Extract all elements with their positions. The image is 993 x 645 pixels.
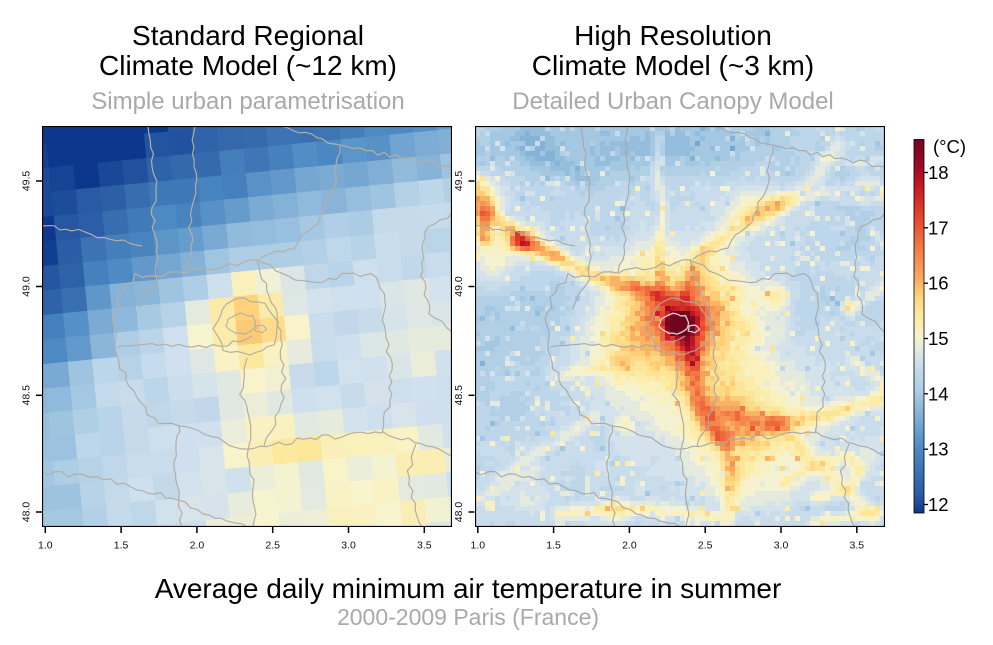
svg-text:17: 17 — [928, 217, 949, 238]
svg-text:2.5: 2.5 — [265, 540, 280, 552]
svg-text:18: 18 — [928, 162, 949, 183]
svg-text:2.0: 2.0 — [622, 540, 637, 552]
svg-text:1.5: 1.5 — [546, 540, 561, 552]
svg-text:1.0: 1.0 — [470, 540, 485, 552]
svg-text:48.0: 48.0 — [21, 502, 33, 523]
svg-text:49.5: 49.5 — [21, 171, 33, 192]
svg-text:49.0: 49.0 — [21, 276, 33, 297]
svg-text:48.0: 48.0 — [453, 502, 465, 523]
svg-text:3.5: 3.5 — [849, 540, 864, 552]
svg-text:2.0: 2.0 — [190, 540, 205, 552]
svg-text:14: 14 — [928, 383, 949, 404]
svg-text:(°C): (°C) — [933, 136, 966, 157]
svg-text:16: 16 — [928, 273, 949, 294]
svg-text:15: 15 — [928, 328, 949, 349]
svg-text:1.5: 1.5 — [114, 540, 129, 552]
svg-text:3.5: 3.5 — [417, 540, 432, 552]
svg-text:49.0: 49.0 — [453, 276, 465, 297]
svg-text:1.0: 1.0 — [38, 540, 53, 552]
svg-text:3.0: 3.0 — [774, 540, 789, 552]
svg-text:3.0: 3.0 — [341, 540, 356, 552]
svg-text:48.5: 48.5 — [453, 385, 465, 406]
svg-text:2.5: 2.5 — [698, 540, 713, 552]
svg-text:49.5: 49.5 — [453, 171, 465, 192]
svg-text:13: 13 — [928, 439, 949, 460]
svg-text:48.5: 48.5 — [21, 385, 33, 406]
svg-text:12: 12 — [928, 494, 949, 515]
